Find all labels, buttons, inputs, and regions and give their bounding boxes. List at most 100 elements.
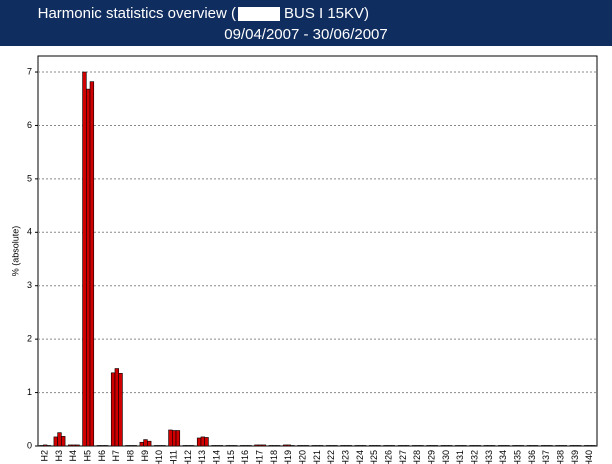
chart-subtitle: 09/04/2007 - 30/06/2007 [224, 26, 387, 43]
bar [86, 88, 91, 447]
bar [534, 445, 539, 447]
y-tick-label: 2 [27, 334, 32, 344]
x-tick-label: H9 [140, 450, 150, 462]
bar [448, 445, 453, 447]
x-tick-label: H6 [97, 450, 107, 462]
x-tick-label: H28 [412, 450, 422, 464]
bar [587, 445, 592, 447]
x-tick-label: H26 [384, 450, 394, 464]
bar [415, 445, 420, 447]
bar [43, 444, 48, 447]
y-tick-label: 7 [27, 66, 32, 76]
bar [132, 445, 138, 447]
bar [272, 445, 277, 447]
bar [473, 445, 478, 447]
x-tick-label: H25 [369, 450, 379, 464]
bar [315, 445, 320, 447]
bar [358, 445, 363, 447]
x-tick-label: H2 [40, 450, 50, 462]
bar [516, 445, 521, 447]
bar [153, 445, 159, 447]
x-tick-label: H20 [298, 450, 308, 464]
bar [182, 445, 187, 447]
bar [497, 445, 503, 447]
bar [569, 445, 574, 447]
bar [583, 445, 589, 447]
bar [487, 445, 492, 447]
x-tick-label: H7 [111, 450, 121, 462]
bar [297, 445, 302, 447]
x-tick-label: H19 [283, 450, 293, 464]
x-tick-label: H30 [441, 450, 451, 464]
bar [143, 439, 148, 447]
bar [430, 445, 435, 447]
bar [530, 445, 535, 447]
bar [118, 373, 123, 447]
x-tick-label: H36 [527, 450, 537, 464]
plot-area [37, 55, 598, 447]
y-tick-label: 1 [27, 387, 32, 397]
bar [46, 445, 52, 447]
bar [196, 437, 202, 447]
bar [67, 444, 73, 447]
x-tick-label: H35 [513, 450, 523, 464]
x-tick-label: H27 [398, 450, 408, 464]
bar [211, 445, 216, 447]
x-tick-label: H11 [169, 450, 179, 464]
bar [147, 440, 152, 447]
x-tick-label: H33 [484, 450, 494, 464]
bar [82, 71, 87, 447]
y-axis-label: % (absolute) [10, 226, 20, 277]
bar [383, 445, 388, 447]
bar [444, 445, 449, 447]
x-tick-label: H14 [212, 450, 222, 464]
bar [354, 445, 359, 447]
y-tick-label: 5 [27, 173, 32, 183]
x-tick-label: H3 [54, 450, 64, 462]
bar [204, 437, 209, 447]
bar [491, 445, 496, 447]
x-tick-label: H5 [83, 450, 93, 462]
bar [276, 445, 281, 447]
x-tick-label: H23 [341, 450, 351, 464]
bar [290, 445, 295, 447]
bar [555, 445, 560, 447]
bar [387, 445, 392, 447]
bar [39, 445, 44, 447]
bar [333, 445, 338, 447]
bar [282, 444, 288, 447]
bar [110, 372, 116, 447]
bar [301, 445, 306, 447]
bar [405, 445, 410, 447]
bar [512, 445, 517, 447]
bar [483, 445, 488, 447]
bar [505, 445, 510, 447]
x-tick-label: H18 [269, 450, 279, 464]
x-tick-label: H4 [68, 450, 78, 462]
x-tick-label: H38 [556, 450, 566, 464]
bar [372, 445, 377, 447]
bar [440, 445, 445, 447]
bar [562, 445, 568, 447]
bar [577, 445, 582, 447]
bar [100, 445, 105, 447]
x-tick-label: H24 [355, 450, 365, 464]
bar [454, 445, 460, 447]
bar [114, 368, 119, 447]
bar [286, 444, 291, 447]
redaction [238, 7, 280, 21]
bar [268, 445, 273, 447]
bar [433, 445, 439, 447]
y-tick-label: 4 [27, 227, 32, 237]
bar [519, 445, 525, 447]
x-tick-label: H10 [154, 450, 164, 464]
bar [233, 445, 238, 447]
bar [218, 445, 224, 447]
bar [168, 429, 173, 447]
x-tick-label: H29 [427, 450, 437, 464]
bar [239, 445, 245, 447]
x-tick-label: H31 [455, 450, 465, 464]
bar [125, 445, 130, 447]
x-tick-label: H16 [240, 450, 250, 464]
